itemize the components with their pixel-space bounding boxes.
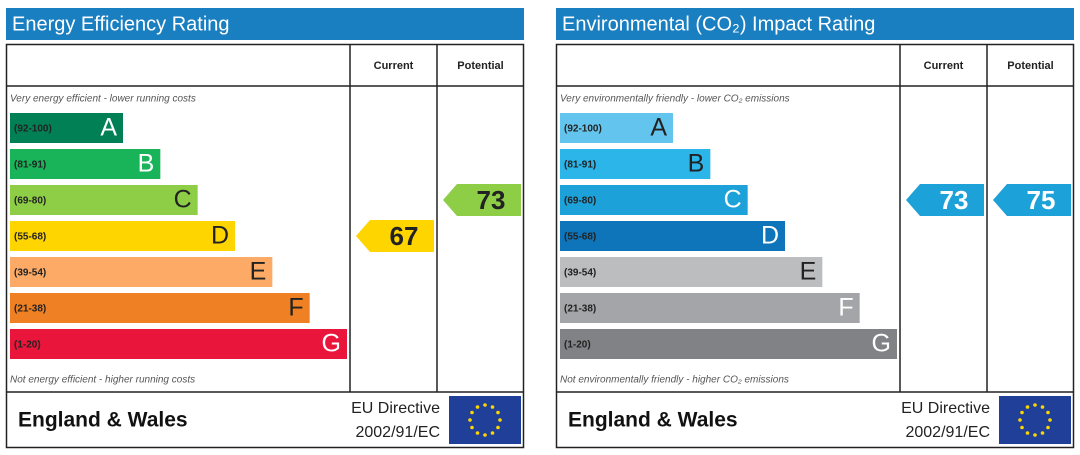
- rating-arrow: [356, 220, 434, 252]
- eu-star: [1046, 410, 1050, 415]
- eu-star: [1025, 431, 1030, 435]
- column-header: Potential: [1007, 60, 1053, 72]
- footer-directive: EU Directive: [901, 400, 990, 417]
- bottom-note: Not environmentally friendly - higher CO…: [560, 375, 789, 386]
- rating-arrow: [993, 184, 1071, 216]
- band-letter: C: [724, 186, 742, 214]
- panel-title: Environmental (CO₂) Impact Rating: [562, 13, 875, 35]
- eu-star: [1046, 425, 1050, 430]
- band-letter: A: [650, 114, 667, 142]
- band-range: (21-38): [564, 304, 596, 315]
- arrow-value: 73: [940, 185, 969, 215]
- band-range: (92-100): [564, 124, 602, 135]
- column-header: Current: [374, 60, 414, 72]
- eu-star: [1033, 403, 1037, 407]
- rating-band: [10, 293, 310, 323]
- panel-frame: [5, 43, 525, 449]
- band-range: (81-91): [564, 160, 596, 171]
- rating-band: [10, 185, 198, 215]
- eu-star: [1040, 405, 1045, 409]
- rating-band: [560, 221, 785, 251]
- footer-region: England & Wales: [18, 409, 188, 432]
- eu-star: [1048, 418, 1052, 422]
- eu-star: [490, 431, 495, 435]
- band-letter: E: [250, 258, 267, 286]
- eu-star: [483, 403, 487, 407]
- band-range: (69-80): [14, 196, 46, 207]
- band-letter: G: [872, 330, 891, 358]
- column-header: Current: [924, 60, 964, 72]
- eu-star: [475, 431, 480, 435]
- top-note: Very energy efficient - lower running co…: [10, 94, 196, 105]
- band-range: (1-20): [564, 340, 591, 351]
- band-letter: D: [761, 222, 779, 250]
- band-range: (39-54): [14, 268, 46, 279]
- eu-star: [498, 418, 502, 422]
- footer-directive: 2002/91/EC: [905, 424, 990, 441]
- eu-star: [490, 405, 495, 409]
- eu-star: [1033, 433, 1037, 437]
- band-range: (55-68): [14, 232, 46, 243]
- arrow-value: 67: [390, 221, 419, 251]
- bottom-note: Not energy efficient - higher running co…: [10, 375, 195, 386]
- rating-band: [10, 113, 123, 143]
- band-letter: C: [174, 186, 192, 214]
- band-range: (81-91): [14, 160, 46, 171]
- rating-band: [560, 185, 748, 215]
- rating-band: [560, 329, 897, 359]
- rating-band: [10, 329, 347, 359]
- eu-star: [475, 405, 480, 409]
- band-range: (92-100): [14, 124, 52, 135]
- footer-directive: EU Directive: [351, 400, 440, 417]
- rating-arrow: [906, 184, 984, 216]
- band-letter: E: [800, 258, 817, 286]
- rating-panel: Energy Efficiency Rating Current Potential…: [5, 8, 525, 449]
- title-bar: [6, 8, 524, 40]
- eu-star: [470, 410, 474, 415]
- title-bar: [556, 8, 1074, 40]
- band-range: (1-20): [14, 340, 41, 351]
- band-letter: A: [100, 114, 117, 142]
- band-letter: B: [138, 150, 155, 178]
- band-range: (55-68): [564, 232, 596, 243]
- panel-title: Energy Efficiency Rating: [12, 13, 230, 35]
- band-letter: B: [688, 150, 705, 178]
- rating-band: [10, 149, 161, 179]
- footer-directive: 2002/91/EC: [355, 424, 440, 441]
- rating-band: [10, 221, 235, 251]
- arrow-value: 75: [1027, 185, 1056, 215]
- eu-star: [496, 425, 500, 430]
- rating-band: [560, 149, 711, 179]
- band-range: (39-54): [564, 268, 596, 279]
- eu-star: [470, 425, 474, 430]
- band-range: (21-38): [14, 304, 46, 315]
- rating-arrow: [443, 184, 521, 216]
- eu-star: [1020, 425, 1024, 430]
- rating-band: [560, 113, 673, 143]
- rating-band: [10, 257, 273, 287]
- band-letter: G: [322, 330, 341, 358]
- band-letter: D: [211, 222, 229, 250]
- eu-star: [1025, 405, 1030, 409]
- top-note: Very environmentally friendly - lower CO…: [560, 94, 790, 105]
- eu-star: [468, 418, 472, 422]
- rating-band: [560, 293, 860, 323]
- eu-star: [496, 410, 500, 415]
- band-range: (69-80): [564, 196, 596, 207]
- eu-star: [1020, 410, 1024, 415]
- eu-star: [1018, 418, 1022, 422]
- band-letter: F: [288, 294, 303, 322]
- eu-star: [1040, 431, 1045, 435]
- arrow-value: 73: [477, 185, 506, 215]
- panel-frame: [555, 43, 1075, 449]
- rating-panel: Environmental (CO₂) Impact Rating Current…: [555, 8, 1075, 449]
- eu-star: [483, 433, 487, 437]
- rating-band: [560, 257, 823, 287]
- band-letter: F: [838, 294, 853, 322]
- footer-region: England & Wales: [568, 409, 738, 432]
- column-header: Potential: [457, 60, 503, 72]
